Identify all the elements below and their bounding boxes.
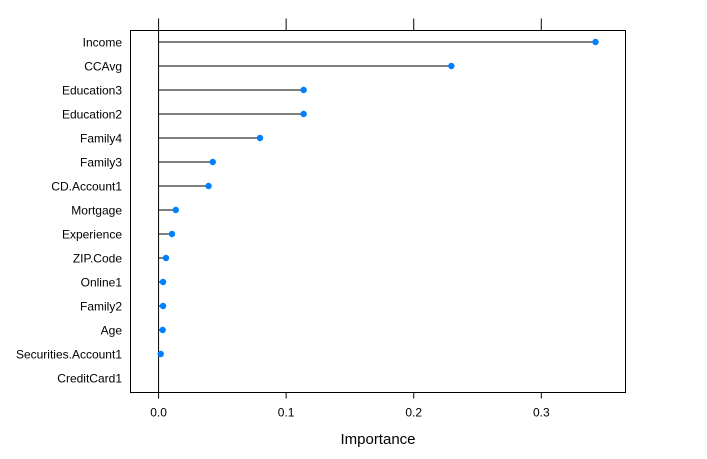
category-label-14: CreditCard1: [57, 372, 122, 386]
category-label-11: Family2: [80, 300, 122, 314]
category-labels: Income CCAvg Education3 Education2 Family4 Fa…: [16, 36, 122, 386]
x-tick-label-3: 0.3: [533, 406, 550, 420]
point-3: [300, 110, 307, 118]
points-group: [157, 38, 599, 358]
point-6: [205, 182, 212, 190]
point-9: [162, 254, 170, 262]
category-label-5: Family3: [80, 156, 122, 170]
x-tick-label-0: 0.0: [150, 406, 167, 420]
point-0: [592, 38, 599, 46]
x-tick-label-1: 0.1: [278, 406, 295, 420]
segments-group: [158, 41, 596, 355]
x-tick-label-2: 0.2: [405, 406, 422, 420]
category-label-13: Securities.Account1: [16, 348, 122, 362]
category-label-10: Online1: [81, 276, 123, 290]
plot-frame: [130, 30, 626, 393]
point-12: [159, 326, 166, 334]
category-label-2: Education3: [62, 84, 122, 98]
point-10: [159, 278, 167, 286]
category-label-8: Experience: [62, 228, 122, 242]
point-2: [300, 86, 307, 94]
point-1: [448, 62, 455, 70]
category-label-0: Income: [83, 36, 123, 50]
category-label-1: CCAvg: [84, 60, 122, 74]
category-label-12: Age: [101, 324, 123, 338]
point-4: [256, 134, 264, 142]
point-11: [159, 302, 167, 310]
x-axis-title: Importance: [340, 431, 415, 448]
x-axis-ticks: 0.0 0.1 0.2 0.3: [150, 18, 550, 420]
category-label-7: Mortgage: [71, 204, 122, 218]
category-label-9: ZIP.Code: [73, 252, 122, 266]
point-8: [168, 230, 176, 238]
point-5: [209, 158, 216, 166]
category-label-6: CD.Account1: [51, 180, 122, 194]
point-7: [172, 206, 179, 214]
point-13: [157, 350, 164, 358]
category-label-4: Family4: [80, 132, 122, 146]
category-label-3: Education2: [62, 108, 122, 122]
